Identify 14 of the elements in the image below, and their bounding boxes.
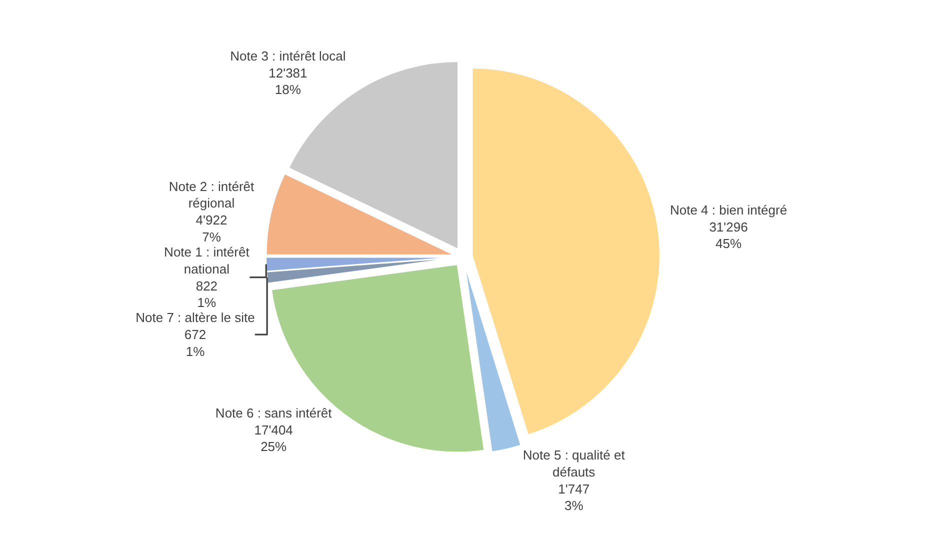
slice-label: Note 3 : intérêt local xyxy=(230,48,346,64)
slice-label: Note 7 : altère le site xyxy=(136,310,255,326)
data-label: 822 1% xyxy=(196,278,218,310)
data-label: 17'404 25% xyxy=(254,422,293,454)
data-label: 672 1% xyxy=(184,327,206,359)
slice-label: Note 5 : qualité et défauts xyxy=(522,448,626,480)
data-label: 1'747 3% xyxy=(558,481,590,514)
data-label: 12'381 18% xyxy=(268,65,308,98)
data-label: 4'922 7% xyxy=(196,212,228,244)
slice-label: Note 2 : intérêt régional xyxy=(168,178,254,211)
slice-label: Note 6 : sans intérêt xyxy=(215,405,332,420)
slice-label: Note 1 : intérêt national xyxy=(164,244,250,276)
slice-label: Note 4 : bien intégré xyxy=(670,202,788,218)
data-label: 31'296 45% xyxy=(709,219,748,252)
